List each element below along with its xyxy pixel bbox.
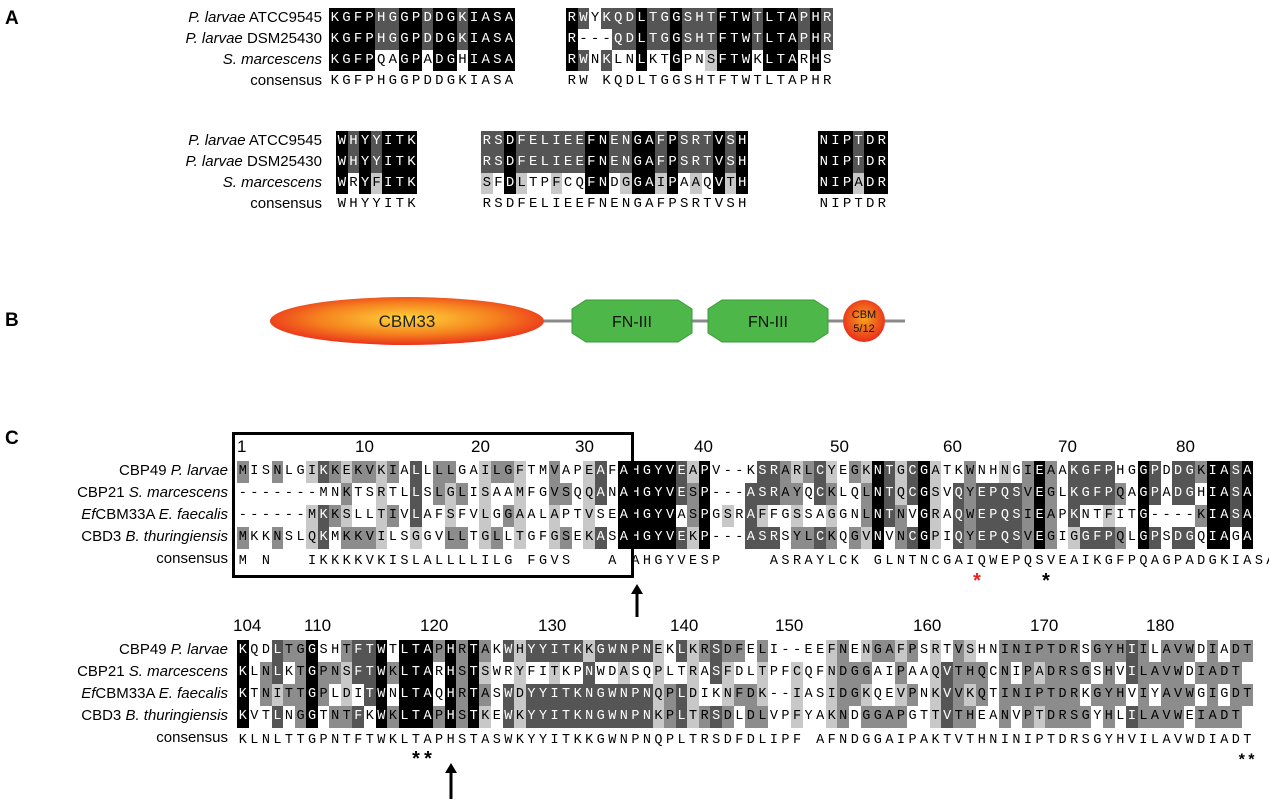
residue-number-bottom-160: 160 — [913, 616, 942, 635]
panel-label-c: C — [5, 428, 19, 449]
residue-number-top-50: 50 — [830, 437, 849, 456]
black-star-marker: * — [1040, 572, 1053, 595]
cbm33-domain — [270, 297, 544, 345]
residue-number-bottom-150: 150 — [775, 616, 804, 635]
residue-number-bottom-130: 130 — [538, 616, 567, 635]
panel-a-label-1-1: P. larvae ATCC9545 — [188, 9, 322, 26]
residue-number-top-40: 40 — [694, 437, 713, 456]
domain-architecture-diagram: CBM33 FN-III FN-III CBM 5/12 — [270, 297, 905, 345]
panel-a-label-2-4: consensus — [250, 195, 322, 212]
signal-peptide-box — [232, 432, 634, 578]
panel-a-label-2-3: S. marcescens — [222, 174, 322, 191]
fn3-domain-2 — [707, 299, 829, 343]
double-star-right: ** — [1237, 752, 1257, 770]
panel-a-label-1-4: consensus — [250, 72, 322, 89]
panel-c-label-2-3: EfCBM33A E. faecalis — [81, 685, 228, 702]
residue-number-top-80: 80 — [1176, 437, 1195, 456]
cbm5-12-label-bottom: 5/12 — [853, 323, 874, 335]
residue-number-bottom-120: 120 — [420, 616, 449, 635]
panel-c-label-2-2: CBP21 S. marcescens — [77, 663, 228, 680]
fn3-label-1: FN-III — [612, 314, 652, 331]
residue-number-bottom-110: 110 — [304, 616, 332, 635]
panel-c-label-2-4: CBD3 B. thuringiensis — [81, 707, 228, 724]
cbm5-12-label-top: CBM — [852, 309, 876, 321]
double-star-left: ** — [410, 750, 435, 773]
panel-c-label-2-1: CBP49 P. larvae — [119, 641, 228, 658]
panel-c-label-2-5: consensus — [156, 729, 228, 746]
fn3-domain-1 — [571, 299, 693, 343]
residue-number-top-20: 20 — [471, 437, 490, 456]
residue-number-top-10: 10 — [355, 437, 374, 456]
panel-a-label-1-3: S. marcescens — [222, 51, 322, 68]
panel-c-label-1-3: EfCBM33A E. faecalis — [81, 506, 228, 523]
residue-number-bottom-140: 140 — [670, 616, 699, 635]
panel-label-b: B — [5, 310, 19, 331]
residue-number-bottom-180: 180 — [1146, 616, 1175, 635]
panel-a-label-2-2: P. larvae DSM25430 — [185, 153, 322, 170]
cleavage-arrow-top — [631, 584, 643, 617]
residue-number-top-60: 60 — [943, 437, 962, 456]
panel-c-label-1-1: CBP49 P. larvae — [119, 462, 228, 479]
panel-c-label-1-4: CBD3 B. thuringiensis — [81, 528, 228, 545]
panel-a-label-2-1: P. larvae ATCC9545 — [188, 132, 322, 149]
panel-c-label-1-2: CBP21 S. marcescens — [77, 484, 228, 501]
red-star-marker: * — [971, 572, 984, 595]
residue-number-bottom-104: 104 — [233, 616, 262, 635]
residue-number-bottom-170: 170 — [1030, 616, 1059, 635]
panel-c-label-1-5: consensus — [156, 550, 228, 567]
cbm33-label: CBM33 — [379, 312, 436, 331]
fn3-label-2: FN-III — [748, 314, 788, 331]
residue-number-top-70: 70 — [1058, 437, 1077, 456]
cbm5-12-domain — [843, 300, 885, 342]
residue-number-top-30: 30 — [575, 437, 594, 456]
panel-a-label-1-2: P. larvae DSM25430 — [185, 30, 322, 47]
panel-label-a: A — [5, 8, 19, 29]
cleavage-arrow-bottom — [445, 763, 457, 799]
residue-number-top-1: 1 — [237, 437, 247, 456]
